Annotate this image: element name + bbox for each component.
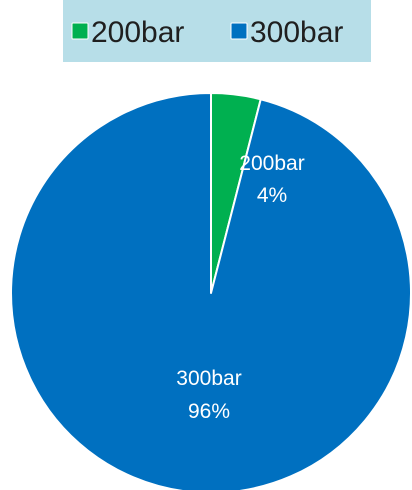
slice-label-200bar-percent: 4% (257, 184, 287, 207)
pie-slice-300bar (10, 92, 412, 490)
legend-label-200bar: 200bar (91, 16, 184, 49)
legend-background (63, 0, 371, 62)
pie-slices (10, 92, 412, 490)
slice-label-300bar-name: 300bar (176, 367, 241, 390)
slice-label-300bar-percent: 96% (188, 400, 230, 423)
legend-swatch-300bar (230, 22, 248, 40)
legend: 200bar 300bar (63, 0, 371, 62)
slice-label-200bar-name: 200bar (239, 152, 304, 175)
legend-label-300bar: 300bar (250, 16, 343, 49)
slice-labels: 200bar 4% 300bar 96% (176, 152, 304, 423)
legend-swatch-200bar (71, 22, 89, 40)
